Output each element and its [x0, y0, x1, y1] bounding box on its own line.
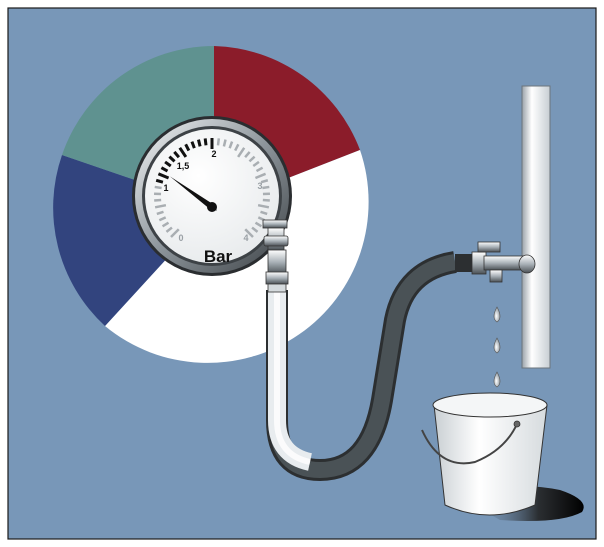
gauge-needle-hub: [207, 202, 217, 212]
gauge-tick: [263, 200, 270, 201]
gauge-tick: [218, 138, 219, 145]
tick-label-4: 4: [243, 233, 248, 243]
tick-label-1-5: 1,5: [177, 161, 190, 171]
tick-label-1: 1: [163, 183, 168, 193]
gauge-tick: [224, 140, 226, 147]
wall-pipe: [522, 86, 550, 368]
gauge-tick: [155, 187, 162, 188]
gauge-tick: [156, 180, 163, 182]
gauge-tick: [198, 140, 200, 147]
gauge-tick: [154, 200, 161, 201]
tick-label-2: 2: [211, 149, 216, 159]
tick-label-3: 3: [257, 181, 262, 191]
gauge-unit-label: Bar: [204, 247, 233, 266]
gauge-tick: [262, 187, 269, 188]
gauge-tick: [205, 138, 206, 145]
tick-label-0: 0: [178, 233, 183, 243]
